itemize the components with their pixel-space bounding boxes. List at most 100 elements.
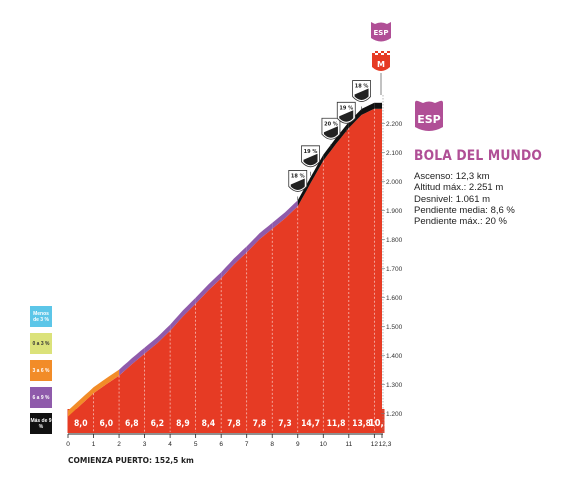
segment-label-5: 8,4 xyxy=(202,417,216,428)
gradient-marker-0: 18 % xyxy=(288,170,308,201)
x-tick-label-7: 7 xyxy=(245,441,249,448)
legend-item-0: Menos de 3 % xyxy=(30,306,52,327)
band-segment-1 xyxy=(93,369,120,394)
profile-area xyxy=(67,108,385,434)
marker-slope-icon xyxy=(303,153,318,166)
x-tick-label-3: 3 xyxy=(143,441,147,448)
segment-label-9: 14,7 xyxy=(301,417,320,428)
x-tick-label-12: 12 xyxy=(371,441,379,448)
x-tick-label-1: 1 xyxy=(92,441,96,448)
x-tick-label-10: 10 xyxy=(320,441,328,448)
summit-category-text: ESP xyxy=(374,29,389,37)
marker-slope-icon xyxy=(290,178,305,190)
y-tick-label-8: 2.000 xyxy=(386,179,403,186)
summit-badges: ESP M xyxy=(371,22,391,95)
marker-label: 18 % xyxy=(291,173,305,179)
x-axis: 0 1 2 3 4 5 6 7 8 9 10 11 12 12,3 xyxy=(66,433,392,448)
gradient-markers: 18 % 19 % 20 % 19 % 18 % xyxy=(288,80,371,201)
finish-checker-cell xyxy=(384,51,387,53)
y-tick-label-6: 1.800 xyxy=(386,237,403,244)
climb-title: BOLA DEL MUNDO xyxy=(414,148,543,164)
profile-fill xyxy=(68,108,382,434)
y-tick-label-1: 1.300 xyxy=(386,382,403,389)
segment-label-4: 8,9 xyxy=(176,417,190,428)
x-tick-label-2: 2 xyxy=(117,441,121,448)
y-tick-label-9: 2.100 xyxy=(386,150,403,157)
segment-label-0: 8,0 xyxy=(74,417,88,428)
finish-checker-cell xyxy=(387,53,390,55)
x-tick-label-11: 11 xyxy=(345,441,352,448)
band-segment-5 xyxy=(195,272,222,304)
summit-category-icon xyxy=(371,22,391,42)
climb-stat-3: Pendiente media: 8,6 % xyxy=(414,204,515,216)
marker-label: 18 % xyxy=(355,84,369,90)
segment-label-7: 7,8 xyxy=(253,417,267,428)
marker-label: 20 % xyxy=(324,121,338,127)
band-segment-11 xyxy=(348,102,375,128)
finish-checker-cell xyxy=(378,51,381,53)
climb-stat-1: Altitud máx.: 2.251 m xyxy=(414,182,504,194)
category-badge-icon: ESP xyxy=(415,100,443,131)
gradient-marker-1: 19 % xyxy=(301,145,320,176)
band-segment-10 xyxy=(323,122,349,161)
segment-label-3: 6,2 xyxy=(151,417,165,428)
x-tick-label-4: 4 xyxy=(168,441,172,448)
y-tick-label-10: 2.200 xyxy=(386,121,403,128)
marker-label: 19 % xyxy=(339,105,353,111)
segment-label-12: 10,2 xyxy=(369,417,390,429)
y-axis: 1.200 1.300 1.400 1.500 1.600 1.700 1.800 1.900… xyxy=(381,95,403,433)
legend-item-1: 0 a 3 % xyxy=(30,333,52,354)
legend-item-3: 6 a 9 % xyxy=(30,387,52,408)
band-segment-7 xyxy=(246,222,273,253)
gradient-marker-2: 20 % xyxy=(321,117,341,149)
climb-stat-4: Pendiente máx.: 20 % xyxy=(414,216,507,228)
finish-checker-cell xyxy=(381,53,384,55)
band-segment-12 xyxy=(374,102,382,109)
y-tick-label-5: 1.700 xyxy=(386,266,403,273)
legend-item-4: Más de 9 % xyxy=(30,413,52,434)
x-tick-label-9: 9 xyxy=(296,441,300,448)
y-tick-label-4: 1.600 xyxy=(386,295,403,302)
category-badge-text: ESP xyxy=(417,113,441,126)
profile-base xyxy=(67,409,385,433)
x-tick-label-8: 8 xyxy=(270,441,274,448)
legend-item-2: 3 a 6 % xyxy=(30,360,52,381)
x-tick-label-6: 6 xyxy=(219,441,223,448)
summit-category-badge: ESP xyxy=(371,22,391,42)
y-tick-label-7: 1.900 xyxy=(386,208,403,215)
profile-gradient-band xyxy=(68,102,382,417)
start-label: COMIENZA PUERTO: 152,5 km xyxy=(68,456,194,465)
finish-checker-cell xyxy=(375,53,378,55)
segment-label-8: 7,3 xyxy=(278,417,292,428)
marker-slope-icon xyxy=(354,88,369,101)
x-tick-label-0: 0 xyxy=(66,441,70,448)
finish-shield xyxy=(372,55,390,71)
x-tick-label-13: 12,3 xyxy=(379,441,392,448)
y-tick-label-3: 1.500 xyxy=(386,324,403,331)
marker-slope-icon xyxy=(339,110,354,122)
segment-label-11: 13,8 xyxy=(352,417,371,428)
segment-label-2: 6,8 xyxy=(125,417,139,428)
band-segment-3 xyxy=(144,324,171,354)
climb-stat-0: Ascenso: 12,3 km xyxy=(414,171,490,182)
x-tick-label-5: 5 xyxy=(194,441,198,448)
y-tick-label-2: 1.400 xyxy=(386,353,403,360)
y-tick-label-0: 1.200 xyxy=(386,411,403,418)
band-segment-8 xyxy=(272,200,298,229)
summit-finish-badge: M xyxy=(372,51,390,71)
finish-checker-cell xyxy=(372,51,375,53)
band-segment-9 xyxy=(297,154,324,207)
segment-label-6: 7,8 xyxy=(227,417,241,428)
gradient-marker-4: 18 % xyxy=(352,80,371,111)
summit-finish-text: M xyxy=(377,60,385,69)
band-segment-4 xyxy=(170,297,196,331)
climb-stat-2: Desnivel: 1.061 m xyxy=(414,193,491,205)
segment-gradient-labels: 8,0 6,0 6,8 6,2 8,9 8,4 7,8 7,8 7,3 14,7 11,8 13,81… xyxy=(74,417,390,429)
marker-label: 19 % xyxy=(304,149,318,155)
band-segment-6 xyxy=(221,246,247,279)
band-segment-2 xyxy=(119,347,145,376)
marker-slope-icon xyxy=(323,126,338,138)
segment-label-10: 11,8 xyxy=(327,417,346,428)
band-segment-0 xyxy=(68,387,94,417)
